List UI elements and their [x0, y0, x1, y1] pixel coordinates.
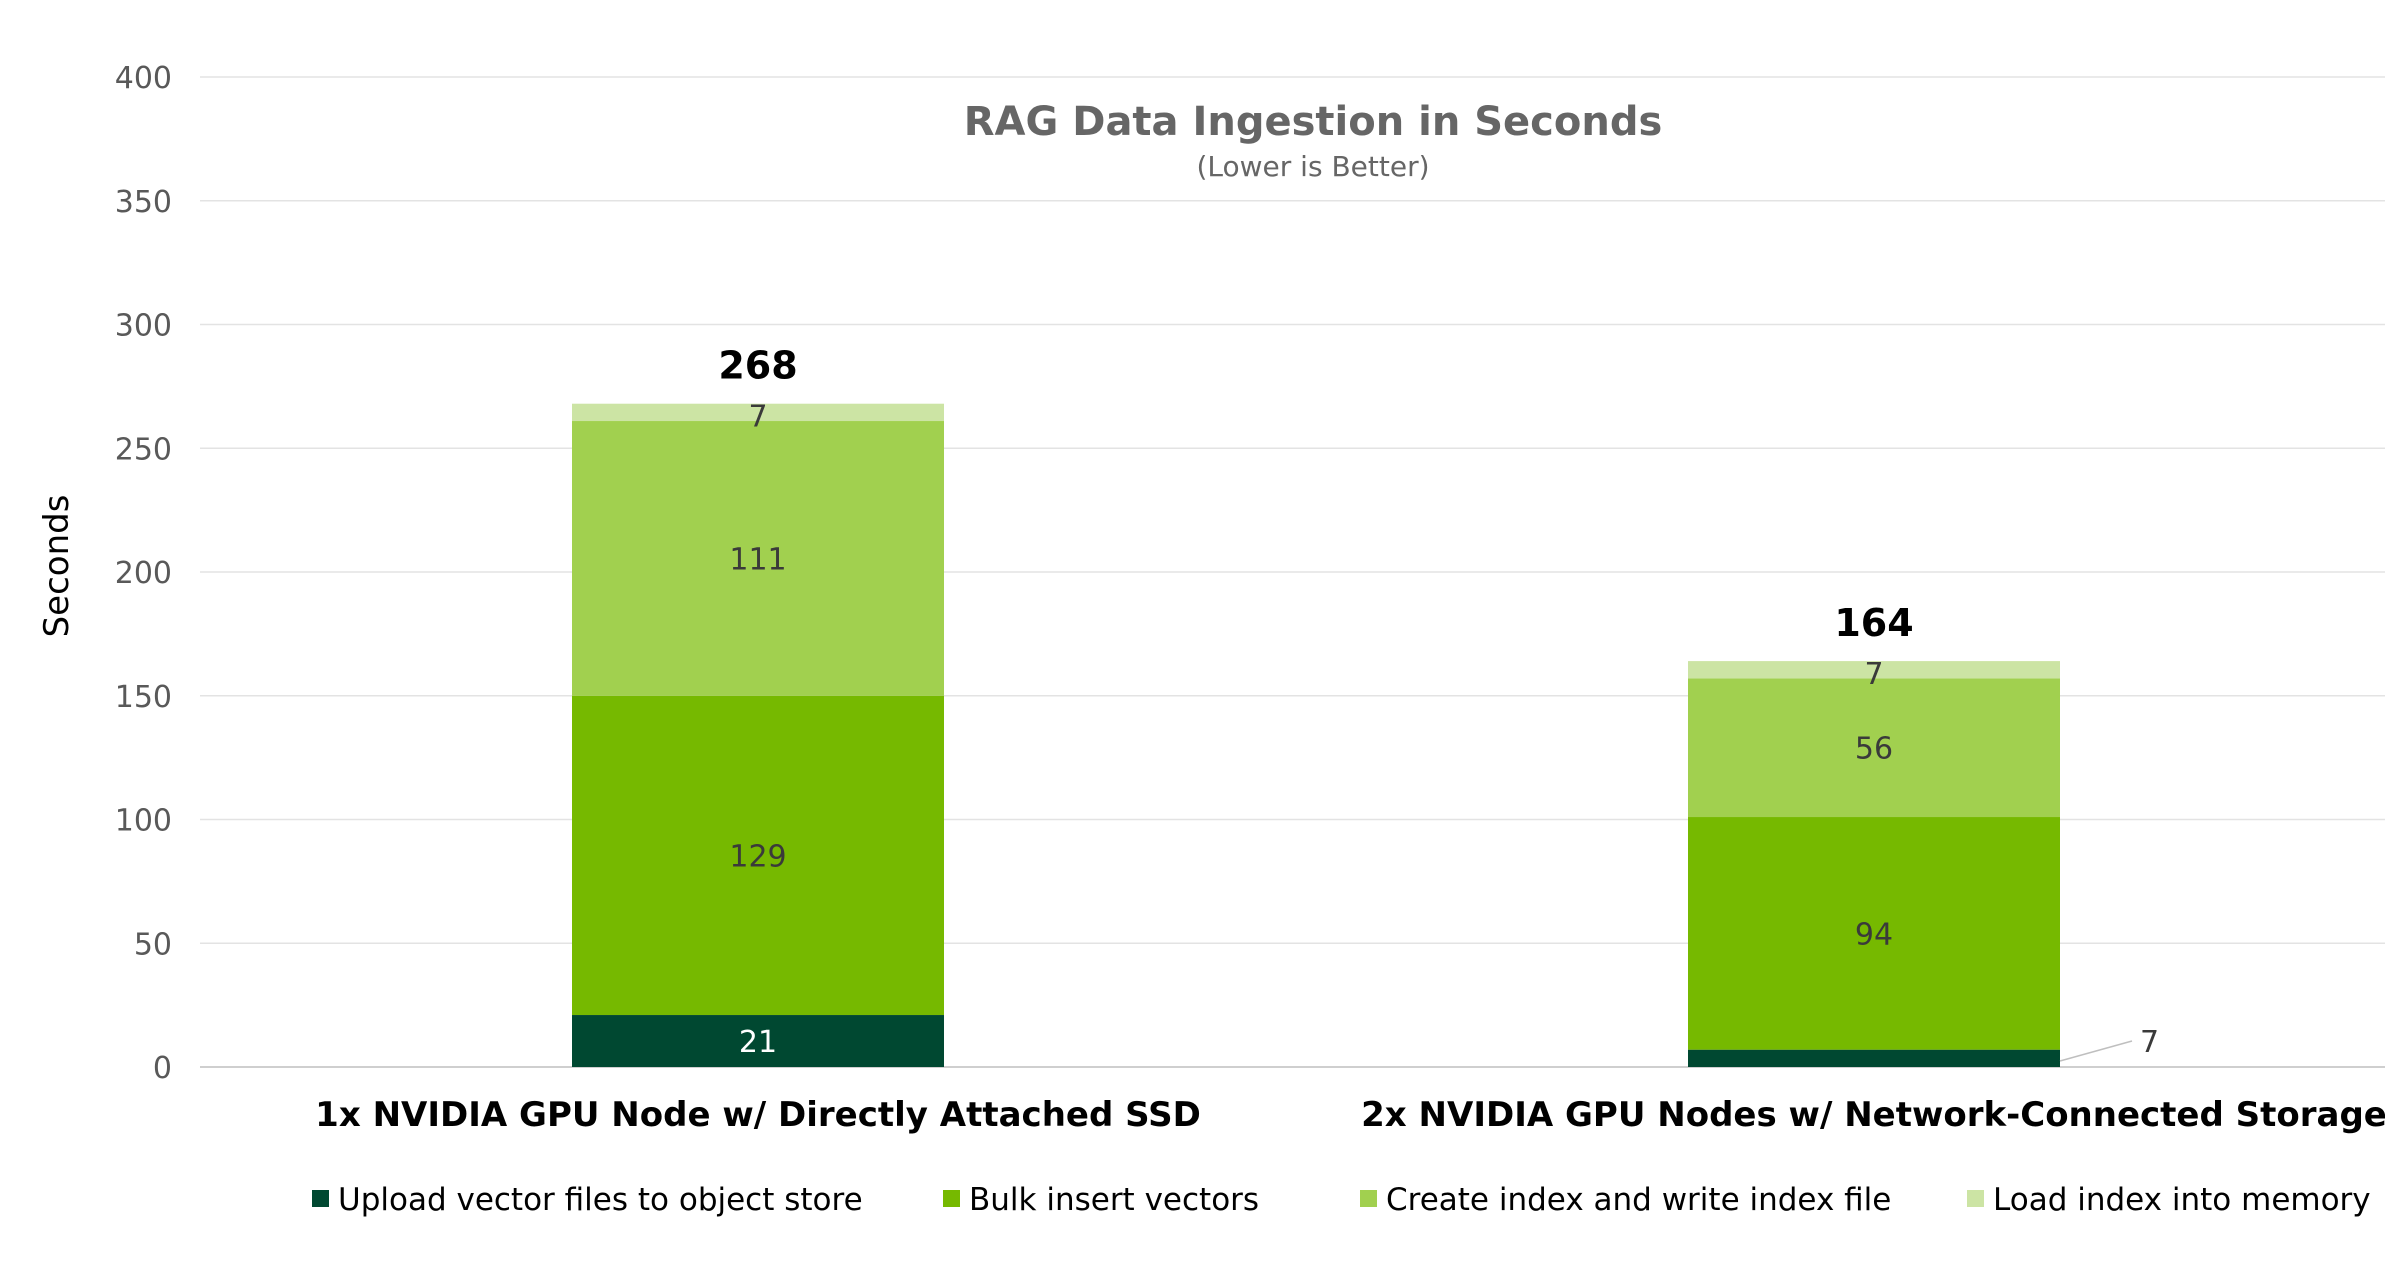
bar-segment	[1688, 678, 2060, 818]
legend-label: Create index and write index file	[1386, 1182, 1891, 1218]
legend-label: Load index into memory	[1993, 1182, 2371, 1218]
legend-swatch	[312, 1190, 329, 1207]
legend: Upload vector files to object store Bulk …	[312, 1182, 2371, 1218]
data-label: 7	[1864, 657, 1883, 692]
y-axis-label: Seconds	[37, 495, 77, 638]
data-label: 56	[1855, 732, 1893, 767]
total-label: 268	[718, 344, 797, 388]
data-label: 7	[2140, 1025, 2159, 1060]
chart-subtitle: (Lower is Better)	[1196, 150, 1429, 183]
total-label: 164	[1834, 601, 1913, 645]
data-label: 7	[748, 400, 767, 435]
legend-label: Upload vector files to object store	[338, 1182, 863, 1218]
bar-segment	[572, 1015, 944, 1067]
gridlines	[200, 76, 2385, 1068]
bar-segment	[572, 421, 944, 696]
bar-segment	[1688, 817, 2060, 1050]
legend-swatch	[943, 1190, 960, 1207]
data-label: 21	[739, 1025, 777, 1060]
legend-item: Upload vector files to object store	[312, 1182, 863, 1218]
y-tick-label: 100	[115, 804, 172, 839]
y-tick-label: 400	[115, 61, 172, 96]
bar-segment	[572, 403, 944, 422]
y-axis-ticks: 0 50 100 150 200 250 300 350 400	[115, 61, 172, 1086]
y-tick-label: 300	[115, 309, 172, 344]
data-label-leader	[2059, 1040, 2133, 1062]
legend-swatch	[1967, 1190, 1984, 1207]
x-tick-label: 1x NVIDIA GPU Node w/ Directly Attached …	[315, 1095, 1201, 1135]
bar-segment	[1688, 661, 2060, 679]
x-tick-label: 2x NVIDIA GPU Nodes w/ Network-Connected…	[1361, 1095, 2385, 1135]
y-tick-label: 250	[115, 432, 172, 467]
data-label: 129	[729, 839, 786, 874]
legend-swatch	[1360, 1190, 1377, 1207]
x-axis-categories: 1x NVIDIA GPU Node w/ Directly Attached …	[315, 1095, 2385, 1135]
data-label: 111	[729, 542, 786, 577]
legend-label: Bulk insert vectors	[969, 1182, 1259, 1218]
chart-title: RAG Data Ingestion in Seconds	[964, 99, 1663, 145]
bars: 21 129 111 7 268 7 94 56 7 164	[572, 344, 2159, 1067]
y-tick-label: 150	[115, 680, 172, 715]
legend-item: Bulk insert vectors	[943, 1182, 1259, 1218]
y-tick-label: 200	[115, 556, 172, 591]
bar-segment	[572, 695, 944, 1016]
y-tick-label: 50	[134, 927, 172, 962]
bar-segment	[1688, 1049, 2060, 1067]
y-tick-label: 350	[115, 185, 172, 220]
data-label: 94	[1855, 917, 1893, 952]
legend-item: Load index into memory	[1967, 1182, 2371, 1218]
legend-item: Create index and write index file	[1360, 1182, 1891, 1218]
y-tick-label: 0	[153, 1051, 172, 1086]
